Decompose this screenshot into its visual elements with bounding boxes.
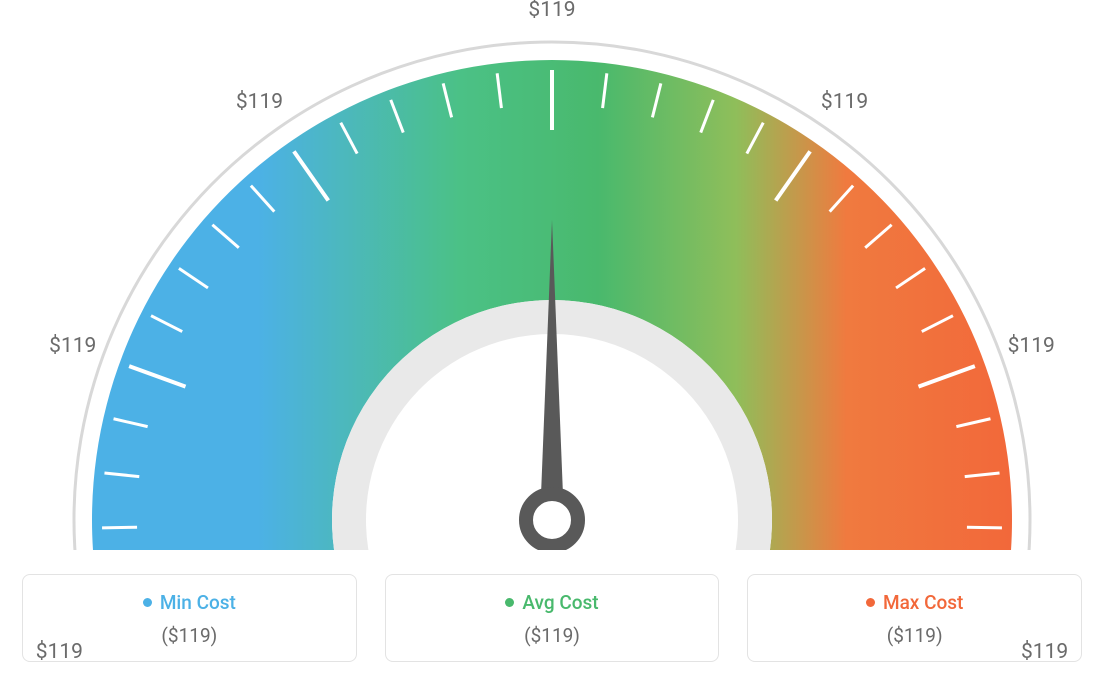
legend-row: Min Cost ($119) Avg Cost ($119) Max Cost…	[22, 574, 1082, 662]
gauge-tick-label: $119	[236, 90, 283, 114]
gauge-tick-label: $119	[1008, 334, 1055, 358]
legend-label-max: Max Cost	[883, 591, 963, 614]
legend-dot-min	[143, 598, 152, 607]
gauge-tick-label: $119	[49, 334, 96, 358]
legend-dot-avg	[505, 598, 514, 607]
gauge-tick-label: $119	[821, 90, 868, 114]
legend-value-avg: ($119)	[386, 624, 719, 647]
legend-label-avg: Avg Cost	[522, 591, 598, 614]
legend-head-min: Min Cost	[143, 591, 236, 614]
legend-dot-max	[866, 598, 875, 607]
gauge-tick-label: $119	[36, 640, 83, 664]
gauge-tick-label: $119	[1021, 640, 1068, 664]
legend-head-max: Max Cost	[866, 591, 963, 614]
legend-card-avg: Avg Cost ($119)	[385, 574, 720, 662]
legend-head-avg: Avg Cost	[505, 591, 598, 614]
legend-label-min: Min Cost	[160, 591, 236, 614]
gauge-tick-label: $119	[528, 0, 575, 22]
gauge-svg	[22, 20, 1082, 550]
gauge-chart: $119$119$119$119$119$119$119	[22, 20, 1082, 550]
